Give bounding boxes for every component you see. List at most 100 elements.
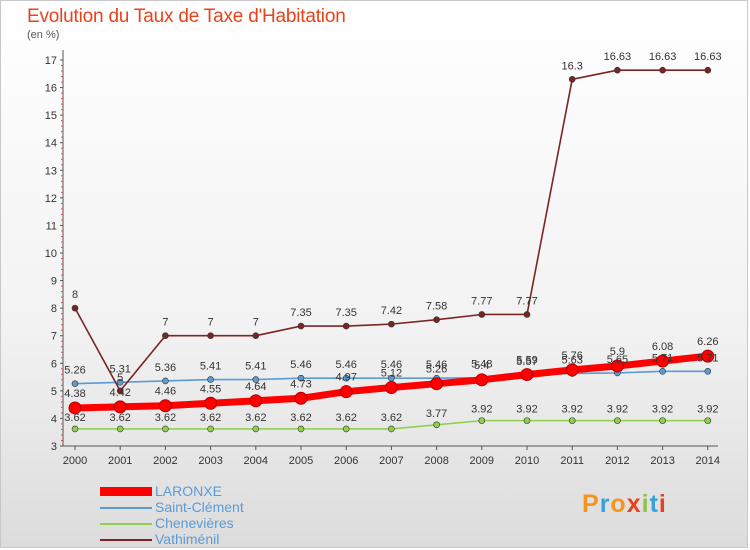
data-point-laronxe [656, 354, 670, 368]
legend-label: Chenevières [155, 515, 234, 531]
data-label-chenevieres: 3.92 [471, 404, 492, 416]
data-label-chenevieres: 3.77 [426, 408, 447, 420]
data-label-laronxe: 5.9 [610, 346, 625, 358]
data-point-saint-clement [252, 376, 260, 383]
data-point-laronxe [520, 368, 534, 382]
y-tick-label: 16 [45, 83, 57, 95]
data-point-vathimenil [116, 387, 124, 395]
data-label-chenevieres: 3.62 [381, 412, 402, 424]
x-tick-label: 2001 [108, 455, 132, 467]
data-label-chenevieres: 3.92 [697, 404, 718, 416]
data-label-laronxe: 6.26 [697, 336, 718, 348]
data-point-saint-clement [116, 379, 124, 386]
data-point-laronxe [113, 400, 127, 414]
data-point-chenevieres [252, 425, 260, 433]
axes: 3 4 5 6 7 8 9 10 11 12 13 14 15 16 17 2000 2001 2002 2003 2… [45, 50, 720, 467]
data-label-chenevieres: 3.62 [290, 412, 311, 424]
data-point-vathimenil [252, 332, 260, 340]
data-label-saint-clement: 5.46 [290, 359, 311, 371]
logo-letter: i [641, 490, 650, 518]
data-label-vathimenil: 7.77 [516, 295, 537, 307]
y-tick-label: 5 [51, 386, 57, 398]
y-tick-label: 17 [45, 55, 57, 67]
logo-letter: i [658, 490, 667, 518]
data-point-saint-clement [297, 374, 305, 382]
data-label-vathimenil: 5 [117, 372, 123, 384]
data-point-saint-clement [71, 380, 79, 387]
data-point-chenevieres [342, 425, 350, 433]
data-label-vathimenil: 7 [253, 317, 259, 329]
data-point-vathimenil [478, 311, 486, 318]
x-tick-label: 2007 [379, 455, 403, 467]
data-label-laronxe: 4.97 [335, 372, 356, 384]
data-point-laronxe [68, 401, 82, 415]
data-label-chenevieres: 3.92 [561, 404, 582, 416]
data-point-laronxe [430, 377, 444, 391]
data-point-laronxe [565, 363, 579, 377]
data-point-chenevieres [614, 417, 621, 424]
chart-subtitle: (en %) [27, 29, 60, 41]
data-label-vathimenil: 7.42 [381, 305, 402, 317]
y-tick-label: 13 [45, 165, 57, 177]
legend-label: Saint-Clément [155, 499, 244, 515]
data-point-vathimenil [659, 66, 666, 74]
data-label-laronxe: 4.64 [245, 381, 266, 393]
logo-letter: o [610, 490, 627, 518]
data-point-saint-clement [162, 377, 169, 385]
x-tick-label: 2008 [424, 455, 448, 467]
data-label-vathimenil: 16.63 [694, 51, 722, 63]
data-point-chenevieres [433, 421, 440, 429]
data-label-vathimenil: 16.63 [604, 51, 632, 63]
data-label-vathimenil: 8 [72, 289, 78, 301]
data-point-chenevieres [659, 417, 666, 424]
data-point-vathimenil [433, 316, 440, 324]
data-label-saint-clement: 5.65 [607, 354, 628, 366]
data-point-chenevieres [116, 425, 124, 433]
data-point-laronxe [249, 394, 263, 408]
data-point-saint-clement [659, 367, 666, 375]
data-point-laronxe [294, 391, 308, 405]
y-tick-label: 10 [45, 248, 57, 260]
logo-letter: t [649, 490, 659, 518]
data-point-laronxe [701, 349, 715, 363]
data-point-saint-clement [342, 374, 350, 382]
data-label-laronxe: 4.42 [109, 387, 130, 399]
y-tick-label: 8 [51, 303, 57, 315]
data-point-vathimenil [162, 332, 169, 340]
data-point-chenevieres [297, 425, 305, 433]
data-point-laronxe [384, 381, 398, 395]
data-point-chenevieres [71, 425, 79, 433]
series-layer [68, 66, 715, 433]
y-tick-label: 15 [45, 110, 57, 122]
data-point-laronxe [204, 396, 218, 410]
x-tick-label: 2003 [198, 455, 222, 467]
data-point-chenevieres [568, 417, 576, 424]
data-point-chenevieres [207, 425, 214, 433]
data-label-laronxe: 4.55 [200, 383, 221, 395]
data-point-chenevieres [704, 417, 712, 424]
y-tick-label: 14 [45, 138, 57, 150]
data-point-laronxe [610, 359, 624, 373]
data-label-chenevieres: 3.62 [64, 412, 85, 424]
data-point-vathimenil [342, 322, 350, 330]
data-label-chenevieres: 3.62 [335, 412, 356, 424]
data-label-laronxe: 5.4 [474, 360, 489, 372]
data-label-laronxe: 4.73 [290, 378, 311, 390]
x-tick-label: 2002 [153, 455, 177, 467]
x-tick-label: 2009 [470, 455, 494, 467]
data-point-chenevieres [388, 425, 395, 433]
logo-letter: P [582, 490, 600, 518]
data-label-vathimenil: 7.35 [290, 307, 311, 319]
data-label-saint-clement: 5.41 [245, 361, 266, 373]
data-label-chenevieres: 3.62 [155, 412, 176, 424]
legend-swatch [100, 507, 152, 509]
data-label-chenevieres: 3.92 [607, 404, 628, 416]
data-point-saint-clement [704, 367, 712, 375]
chart-title: Evolution du Taux de Taxe d'Habitation [27, 6, 346, 27]
data-label-vathimenil: 7.35 [335, 307, 356, 319]
y-tick-label: 4 [51, 413, 57, 425]
series-line-vathimenil [74, 69, 709, 392]
data-point-vathimenil [704, 66, 712, 74]
y-tick-label: 12 [45, 193, 57, 205]
data-point-vathimenil [207, 332, 214, 340]
